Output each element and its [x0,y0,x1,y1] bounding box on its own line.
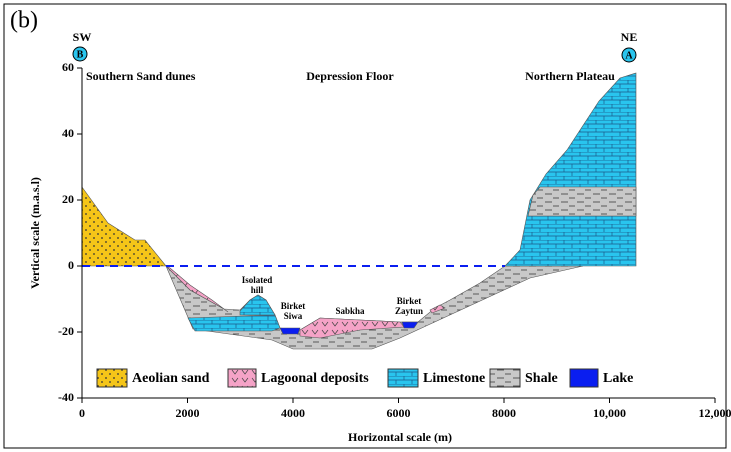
x-tick-label: 12,000 [699,406,731,420]
y-tick-label: 40 [62,126,74,140]
legend-label: Aeolian sand [132,371,210,386]
region-label: Northern Plateau [525,69,615,83]
x-tick-label: 0 [79,406,85,420]
y-tick-label: 0 [68,258,74,272]
y-tick-label: 20 [62,192,74,206]
legend-swatch [490,369,520,387]
annotation: Birket Zaytun [387,296,431,320]
end-marker-label: B [77,49,84,60]
y-tick-label: -40 [58,390,74,404]
legend-label: Lake [603,371,633,386]
end-marker-label: A [625,50,633,61]
x-tick-label: 8000 [492,406,516,420]
legend-label: Lagoonal deposits [261,371,369,386]
annotation: Isolated hill [235,275,279,299]
legend-label: Shale [525,371,558,386]
annotation-text: Birket Zaytun [387,296,431,316]
end-direction: NE [621,30,638,44]
x-tick-label: 2000 [176,406,200,420]
region-label: Depression Floor [306,69,394,83]
legend-label: Limestone [423,371,485,386]
legend-swatch [97,369,127,387]
y-tick-label: -20 [58,324,74,338]
end-direction: SW [73,30,92,44]
legend-swatch [388,369,418,387]
y-tick-label: 60 [62,60,74,74]
annotation-text: Birket Siwa [273,301,313,321]
annotation: Birket Siwa [273,301,313,325]
x-tick-label: 4000 [281,406,305,420]
y-axis-label: Vertical scale (m.a.s.l) [28,177,42,289]
x-tick-label: 10,000 [593,406,626,420]
x-axis-label: Horizontal scale (m) [348,430,452,444]
chart: (b) SW B NE A Southern Sand dunes Depres… [0,0,731,452]
annotation-text: Isolated hill [235,275,279,295]
panel-label: (b) [10,8,38,34]
annotation: Sabkha [335,306,365,316]
legend-swatch [570,369,598,387]
x-tick-label: 6000 [387,406,411,420]
legend-swatch [228,369,256,387]
region-label: Southern Sand dunes [86,69,196,83]
